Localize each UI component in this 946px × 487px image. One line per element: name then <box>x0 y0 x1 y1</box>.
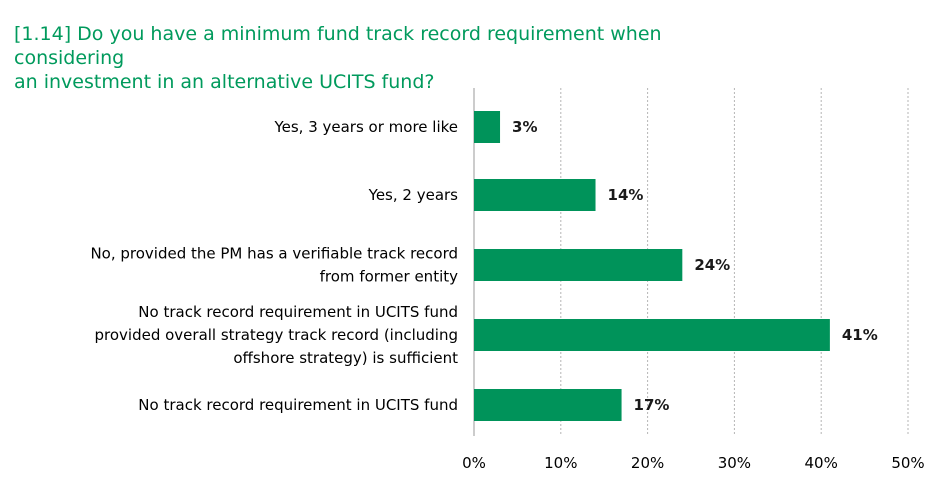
category-label: No track record requirement in UCITS fun… <box>138 396 458 414</box>
x-tick-label: 0% <box>462 454 486 472</box>
value-label: 24% <box>694 256 730 274</box>
category-label: No, provided the PM has a verifiable tra… <box>90 245 458 263</box>
chart-title-line-2: an investment in an alternative UCITS fu… <box>14 71 435 93</box>
x-tick-label: 50% <box>891 454 924 472</box>
bar <box>474 111 501 143</box>
category-label: No track record requirement in UCITS fun… <box>138 303 458 321</box>
value-label: 3% <box>512 118 537 136</box>
value-label: 41% <box>842 326 878 344</box>
value-label: 14% <box>608 186 644 204</box>
chart-title-line-1: [1.14] Do you have a minimum fund track … <box>14 23 662 69</box>
bar <box>474 179 596 211</box>
bar <box>474 249 683 281</box>
value-label: 17% <box>634 396 670 414</box>
category-label: offshore strategy) is sufficient <box>233 349 458 367</box>
x-tick-label: 10% <box>544 454 577 472</box>
category-label: from former entity <box>320 268 458 286</box>
chart-title: [1.14] Do you have a minimum fund track … <box>14 22 774 94</box>
x-tick-label: 30% <box>718 454 751 472</box>
x-tick-label: 40% <box>805 454 838 472</box>
bar <box>474 389 622 421</box>
category-label: Yes, 2 years <box>368 186 459 204</box>
category-label: provided overall strategy track record (… <box>95 326 459 344</box>
bar <box>474 319 830 351</box>
x-tick-label: 20% <box>631 454 664 472</box>
category-label: Yes, 3 years or more like <box>273 118 458 136</box>
